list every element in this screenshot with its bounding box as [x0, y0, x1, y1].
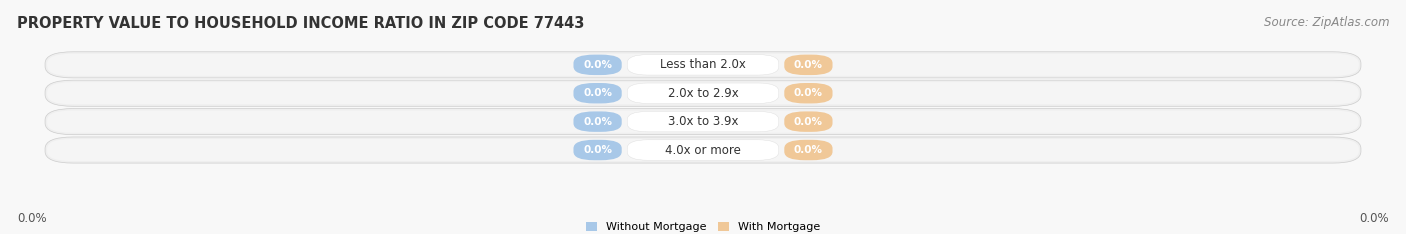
FancyBboxPatch shape [45, 52, 1361, 78]
Text: 0.0%: 0.0% [583, 60, 612, 70]
FancyBboxPatch shape [785, 140, 832, 160]
FancyBboxPatch shape [48, 82, 1358, 104]
Text: 0.0%: 0.0% [794, 145, 823, 155]
Text: 0.0%: 0.0% [583, 117, 612, 127]
Text: 4.0x or more: 4.0x or more [665, 143, 741, 157]
Text: 0.0%: 0.0% [1360, 212, 1389, 225]
Text: Less than 2.0x: Less than 2.0x [659, 58, 747, 71]
FancyBboxPatch shape [627, 111, 779, 132]
FancyBboxPatch shape [45, 109, 1361, 135]
Text: 0.0%: 0.0% [794, 88, 823, 98]
FancyBboxPatch shape [48, 54, 1358, 76]
Text: 0.0%: 0.0% [794, 117, 823, 127]
FancyBboxPatch shape [785, 83, 832, 103]
FancyBboxPatch shape [785, 111, 832, 132]
FancyBboxPatch shape [48, 139, 1358, 161]
Text: 0.0%: 0.0% [17, 212, 46, 225]
FancyBboxPatch shape [45, 137, 1361, 163]
Text: 0.0%: 0.0% [794, 60, 823, 70]
Text: 3.0x to 3.9x: 3.0x to 3.9x [668, 115, 738, 128]
Text: 0.0%: 0.0% [583, 145, 612, 155]
Text: 0.0%: 0.0% [583, 88, 612, 98]
Legend: Without Mortgage, With Mortgage: Without Mortgage, With Mortgage [586, 222, 820, 232]
FancyBboxPatch shape [574, 111, 621, 132]
FancyBboxPatch shape [574, 83, 621, 103]
Text: PROPERTY VALUE TO HOUSEHOLD INCOME RATIO IN ZIP CODE 77443: PROPERTY VALUE TO HOUSEHOLD INCOME RATIO… [17, 16, 585, 31]
FancyBboxPatch shape [627, 55, 779, 75]
FancyBboxPatch shape [785, 55, 832, 75]
FancyBboxPatch shape [574, 55, 621, 75]
FancyBboxPatch shape [45, 80, 1361, 106]
Text: 2.0x to 2.9x: 2.0x to 2.9x [668, 87, 738, 100]
FancyBboxPatch shape [627, 140, 779, 160]
Text: Source: ZipAtlas.com: Source: ZipAtlas.com [1264, 16, 1389, 29]
FancyBboxPatch shape [627, 83, 779, 103]
FancyBboxPatch shape [48, 110, 1358, 133]
FancyBboxPatch shape [574, 140, 621, 160]
